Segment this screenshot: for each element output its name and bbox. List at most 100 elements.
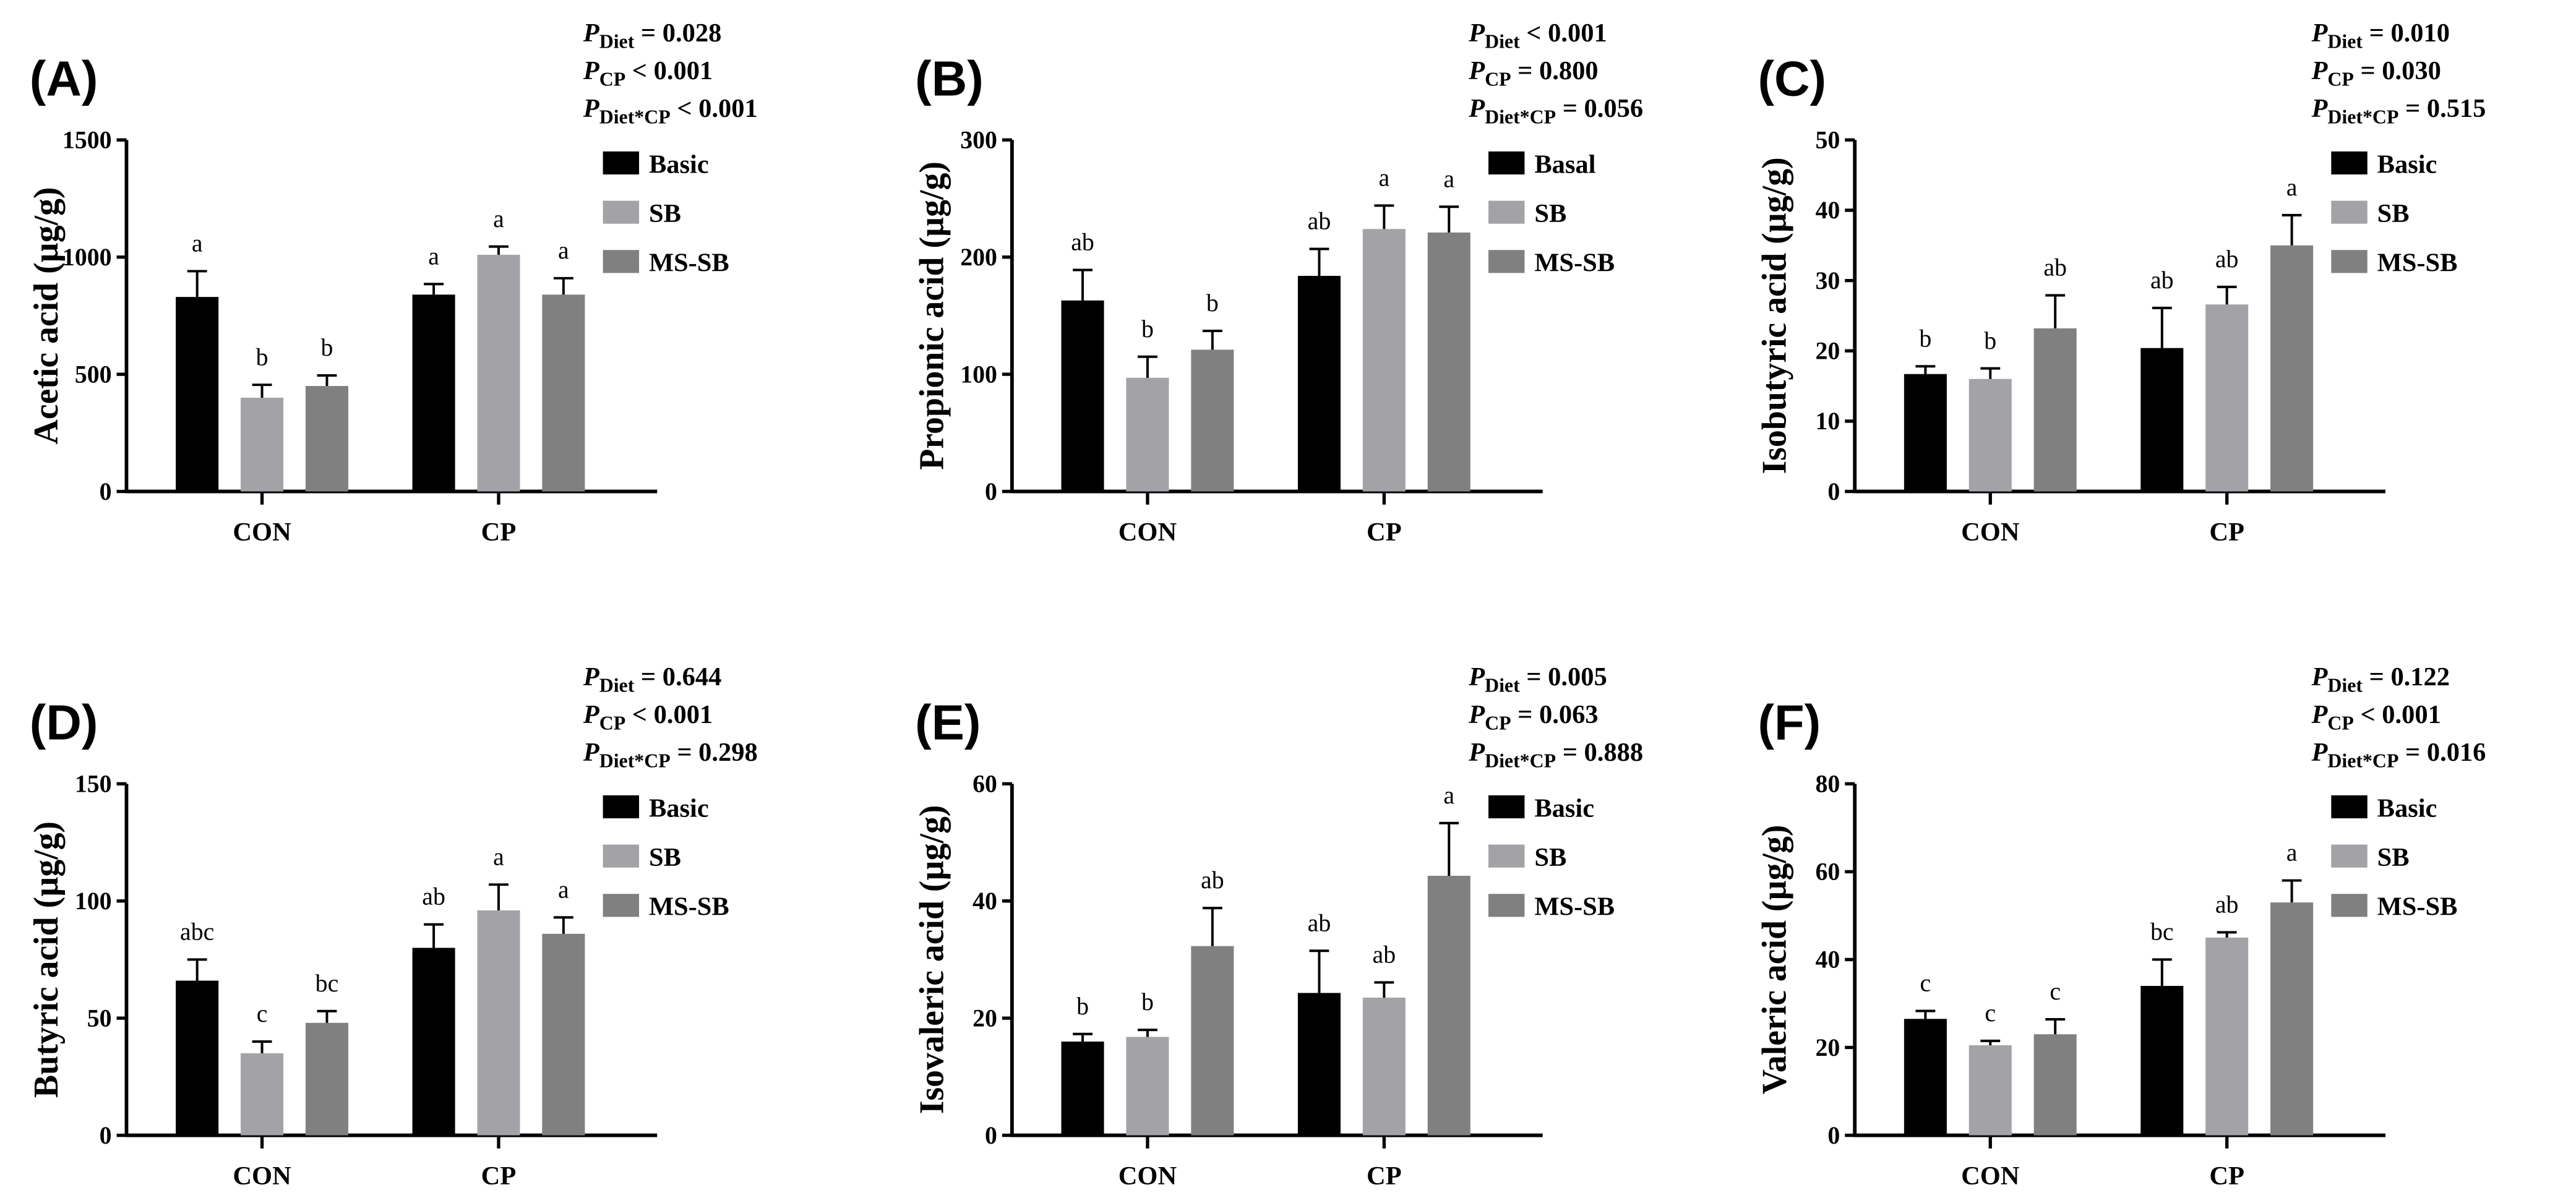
p-value-text: PCP < 0.001 <box>2311 700 2441 734</box>
bar <box>1904 1019 1947 1136</box>
significance-letter: a <box>1379 164 1390 191</box>
y-axis-label: Isobutyric acid (µg/g) <box>1756 157 1794 474</box>
x-tick-label: CP <box>481 518 517 547</box>
significance-letter: a <box>493 205 504 233</box>
bar <box>2140 348 2184 492</box>
y-tick-label: 40 <box>1815 946 1840 974</box>
p-subscript: CP <box>1485 69 1511 90</box>
p-subscript: CP <box>2327 69 2353 90</box>
p-value-text: PCP = 0.063 <box>1468 700 1598 734</box>
p-value-text: PDiet = 0.644 <box>583 662 722 696</box>
bar <box>1362 229 1406 492</box>
bar <box>241 1053 284 1136</box>
y-tick-label: 40 <box>972 888 997 915</box>
bar <box>1427 232 1470 492</box>
bar <box>1191 349 1234 492</box>
bar <box>2205 937 2249 1136</box>
y-tick-label: 500 <box>75 361 112 388</box>
p-symbol: P <box>1468 19 1485 48</box>
bar <box>176 297 219 492</box>
legend-swatch <box>1488 250 1525 273</box>
p-symbol: P <box>1468 56 1485 85</box>
p-subscript: Diet <box>599 675 635 696</box>
bar <box>1904 374 1947 492</box>
significance-letter: ab <box>1373 941 1396 968</box>
y-tick-label: 0 <box>1827 478 1840 505</box>
significance-letter: ab <box>1308 909 1331 936</box>
legend-label: SB <box>2377 199 2410 228</box>
p-subscript: Diet*CP <box>1485 106 1556 128</box>
p-value: = 0.016 <box>2398 738 2486 767</box>
p-symbol: P <box>583 700 600 729</box>
legend-label: SB <box>2377 843 2410 872</box>
y-tick-label: 10 <box>1815 408 1840 435</box>
y-axis-label: Acetic acid (µg/g) <box>27 187 66 444</box>
p-value-text: PCP < 0.001 <box>583 56 713 90</box>
bar <box>1297 276 1341 492</box>
p-value: = 0.888 <box>1556 738 1643 767</box>
p-value: < 0.001 <box>625 56 713 85</box>
y-tick-label: 30 <box>1815 267 1840 294</box>
significance-letter: c <box>1920 970 1931 997</box>
p-subscript: Diet*CP <box>599 750 671 772</box>
y-tick-label: 0 <box>100 1122 112 1149</box>
p-value-text: PDiet = 0.005 <box>1468 662 1607 696</box>
p-subscript: Diet <box>2327 675 2363 696</box>
significance-letter: a <box>558 237 569 264</box>
p-value-text: PDiet*CP = 0.016 <box>2311 738 2486 772</box>
y-tick-label: 1500 <box>62 127 112 154</box>
p-value: = 0.515 <box>2398 94 2486 123</box>
y-tick-label: 1000 <box>62 244 112 271</box>
p-value: = 0.028 <box>634 19 721 48</box>
p-value: < 0.001 <box>625 700 713 729</box>
p-subscript: CP <box>1485 713 1511 734</box>
p-value-text: PDiet*CP = 0.056 <box>1468 94 1643 128</box>
bar <box>477 910 520 1136</box>
legend-swatch <box>2331 795 2368 819</box>
legend-label: MS-SB <box>1534 893 1615 922</box>
p-subscript: Diet*CP <box>1485 750 1556 772</box>
bar <box>2140 986 2184 1136</box>
significance-letter: a <box>1443 782 1454 809</box>
p-value: = 0.005 <box>1520 662 1607 691</box>
significance-letter: c <box>2050 978 2061 1005</box>
p-symbol: P <box>2311 94 2328 123</box>
legend-label: Basic <box>649 150 709 179</box>
p-symbol: P <box>1468 738 1485 767</box>
legend-label: Basic <box>1534 794 1594 823</box>
bar <box>412 294 455 492</box>
legend-swatch <box>603 844 640 868</box>
legend-swatch <box>2331 200 2368 224</box>
p-subscript: Diet*CP <box>2327 750 2398 772</box>
y-tick-label: 0 <box>985 478 997 505</box>
p-symbol: P <box>583 662 600 691</box>
legend-swatch <box>603 200 640 224</box>
p-symbol: P <box>2311 738 2328 767</box>
significance-letter: a <box>2286 839 2298 867</box>
legend-swatch <box>1488 844 1525 868</box>
p-symbol: P <box>1468 662 1485 691</box>
legend-swatch <box>1488 151 1525 175</box>
p-symbol: P <box>2311 700 2328 729</box>
legend-swatch <box>2331 894 2368 917</box>
significance-letter: b <box>1141 315 1154 343</box>
p-value-text: PDiet < 0.001 <box>1468 19 1607 53</box>
bar <box>1297 993 1341 1136</box>
legend-swatch <box>2331 844 2368 868</box>
bar <box>2033 1034 2077 1136</box>
bar <box>1126 377 1169 492</box>
p-value: = 0.122 <box>2363 662 2450 691</box>
p-value: = 0.030 <box>2354 56 2441 85</box>
significance-letter: b <box>1919 325 1931 352</box>
significance-letter: ab <box>2215 246 2239 273</box>
legend-label: Basal <box>1534 150 1595 179</box>
x-tick-label: CON <box>1118 1162 1177 1191</box>
p-value-text: PDiet*CP = 0.298 <box>583 738 758 772</box>
bar <box>2270 245 2314 492</box>
x-tick-label: CON <box>233 1162 291 1191</box>
p-subscript: CP <box>599 69 625 90</box>
significance-letter: bc <box>316 970 339 997</box>
y-tick-label: 20 <box>1815 1034 1840 1061</box>
